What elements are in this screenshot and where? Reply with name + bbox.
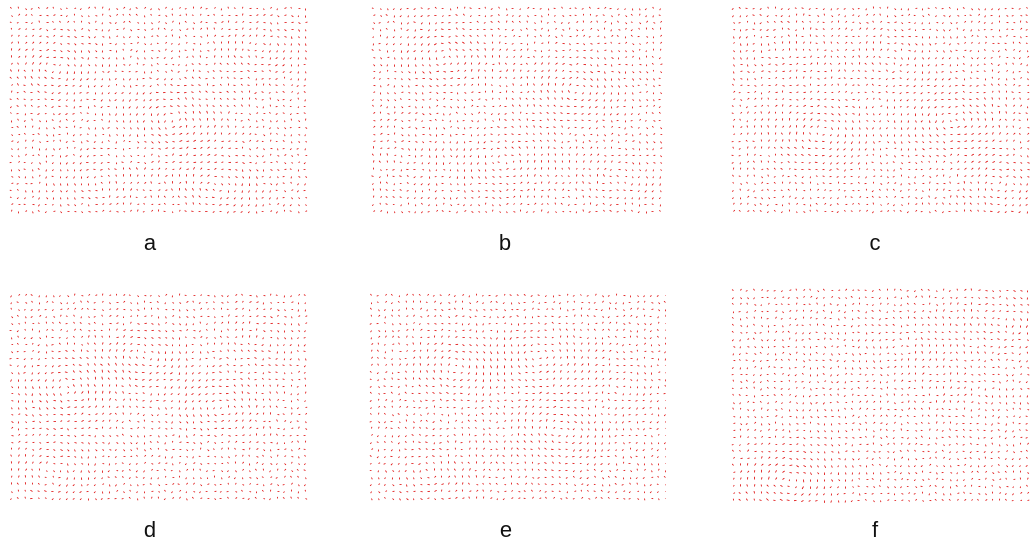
panel-label-a: a	[143, 230, 157, 255]
panel-label-f: f	[871, 517, 879, 542]
vector-arrows	[371, 6, 663, 214]
panel-label-b: b	[498, 230, 512, 255]
vector-field-f	[731, 288, 1030, 503]
panel-f	[730, 287, 1030, 504]
vector-arrows	[9, 6, 308, 214]
panel-a	[8, 5, 308, 217]
vector-arrows	[9, 293, 308, 501]
panel-label-d: d	[143, 517, 157, 542]
vector-arrows	[731, 288, 1030, 503]
panel-c	[730, 5, 1030, 217]
vector-field-e	[369, 293, 666, 501]
panel-d	[8, 292, 308, 504]
vector-field-b	[371, 6, 663, 214]
vector-field-a	[9, 6, 308, 214]
panel-e	[368, 292, 666, 504]
vector-field-d	[9, 293, 308, 501]
panel-label-e: e	[499, 517, 513, 542]
vector-arrows	[731, 6, 1030, 214]
panel-label-c: c	[869, 230, 881, 255]
panel-b	[370, 5, 665, 217]
vector-field-c	[731, 6, 1030, 214]
vector-arrows	[369, 293, 666, 501]
